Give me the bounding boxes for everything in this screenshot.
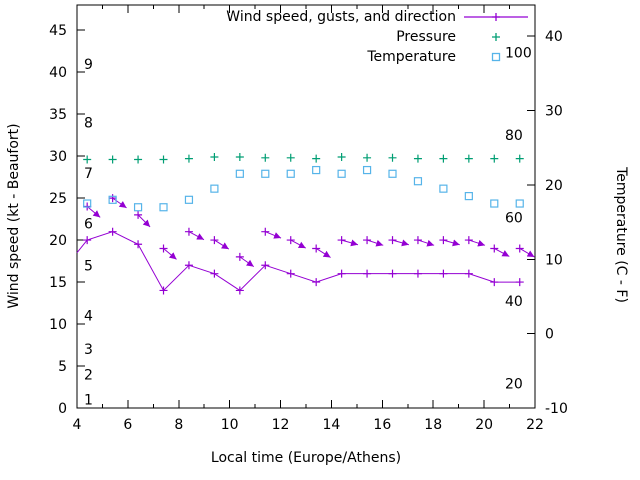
temperature-legend-key-icon <box>460 48 532 66</box>
svg-text:3: 3 <box>84 342 93 358</box>
svg-text:4: 4 <box>73 417 82 433</box>
svg-text:12: 12 <box>272 417 290 433</box>
fahrenheit-group: 20 40 60 80 100 <box>505 46 532 393</box>
svg-text:8: 8 <box>84 116 93 132</box>
svg-text:7: 7 <box>84 166 93 182</box>
beaufort-group: 1 2 3 4 5 6 7 8 9 <box>84 57 93 409</box>
legend-item-wind: Wind speed, gusts, and direction <box>150 7 532 27</box>
ylticks-group: 0 5 10 15 20 25 30 35 40 45 <box>49 23 85 417</box>
legend-label-temperature: Temperature <box>367 49 456 65</box>
y-left-axis-label: Wind speed (kt - Beaufort) <box>6 123 22 309</box>
svg-text:-10: -10 <box>545 401 568 417</box>
svg-text:6: 6 <box>123 417 132 433</box>
svg-text:40: 40 <box>505 294 523 310</box>
svg-text:35: 35 <box>49 107 67 123</box>
temperature-group <box>83 165 524 212</box>
pressure-group <box>83 152 524 164</box>
svg-text:25: 25 <box>49 191 67 207</box>
svg-text:40: 40 <box>49 65 67 81</box>
pressure-legend-key-icon <box>460 28 532 46</box>
svg-text:20: 20 <box>505 376 523 392</box>
yrticks-group: -10 0 10 20 30 40 <box>527 29 568 417</box>
svg-text:5: 5 <box>84 258 93 274</box>
svg-text:45: 45 <box>49 23 67 39</box>
svg-text:60: 60 <box>505 211 523 227</box>
svg-text:10: 10 <box>49 317 67 333</box>
svg-text:5: 5 <box>58 359 67 375</box>
legend-label-wind: Wind speed, gusts, and direction <box>226 9 456 25</box>
svg-text:1: 1 <box>84 393 93 409</box>
svg-text:80: 80 <box>505 128 523 144</box>
y-right-axis-label: Temperature (C - F) <box>613 167 629 303</box>
svg-text:20: 20 <box>475 417 493 433</box>
svg-text:22: 22 <box>526 417 544 433</box>
svg-text:15: 15 <box>49 275 67 291</box>
legend-item-pressure: Pressure <box>150 27 532 47</box>
svg-text:8: 8 <box>174 417 183 433</box>
svg-text:20: 20 <box>545 178 563 194</box>
svg-text:10: 10 <box>545 252 563 268</box>
svg-text:30: 30 <box>545 104 563 120</box>
svg-text:0: 0 <box>545 327 554 343</box>
svg-text:18: 18 <box>424 417 442 433</box>
legend: Wind speed, gusts, and direction Pressur… <box>150 7 532 67</box>
svg-text:9: 9 <box>84 57 93 73</box>
svg-text:16: 16 <box>373 417 391 433</box>
legend-label-pressure: Pressure <box>396 29 456 45</box>
legend-item-temperature: Temperature <box>150 47 532 67</box>
svg-text:40: 40 <box>545 29 563 45</box>
svg-text:30: 30 <box>49 149 67 165</box>
xticks-group: 4 6 8 10 12 14 16 18 20 22 <box>73 5 544 433</box>
svg-text:2: 2 <box>84 367 93 383</box>
svg-text:14: 14 <box>323 417 341 433</box>
svg-text:4: 4 <box>84 309 93 325</box>
svg-text:100: 100 <box>505 46 532 62</box>
wind-group <box>76 227 524 295</box>
wind-legend-key-icon <box>460 8 532 26</box>
gusts-group <box>83 194 535 268</box>
svg-text:10: 10 <box>221 417 239 433</box>
svg-text:20: 20 <box>49 233 67 249</box>
svg-text:6: 6 <box>84 216 93 232</box>
x-axis-label: Local time (Europe/Athens) <box>210 450 402 466</box>
svg-text:0: 0 <box>58 401 67 417</box>
